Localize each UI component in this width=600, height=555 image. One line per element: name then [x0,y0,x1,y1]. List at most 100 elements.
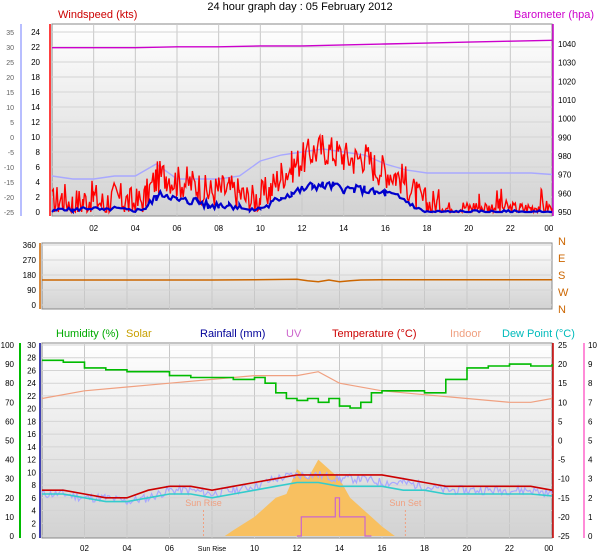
rainfall-tick-label: 30 [27,341,36,350]
x-tick-label: 14 [339,224,348,233]
rainfall-tick-label: 26 [27,366,36,375]
temperature-tick-label: -25 [558,532,570,541]
temperature-tick-label: -10 [4,165,14,172]
wind-tick-label: 8 [36,148,41,157]
sun-set-label: Sun Set [389,498,422,508]
humidity-tick-label: 20 [5,494,14,503]
humidity-tick-label: 60 [5,417,14,426]
uv-tick-label: 10 [588,341,597,350]
uv-tick-label: 0 [588,532,593,541]
rainfall-tick-label: 28 [27,354,36,363]
humidity-tick-label: 10 [5,513,14,522]
wind-axis-title: Windspeed (kts) [58,9,137,21]
compass-label: N [558,304,566,316]
barometer-tick-label: 1020 [558,77,576,86]
rainfall-tick-label: 8 [32,481,37,490]
temperature-trace-line [51,148,553,180]
temperature-tick-label: -15 [558,494,570,503]
dew-point-line [42,481,553,503]
rainfall-tick-label: 24 [27,379,36,388]
barometer-tick-label: 970 [558,171,572,180]
x-tick-label: 02 [89,224,98,233]
rainfall-tick-label: 4 [32,507,37,516]
barometer-tick-label: 1000 [558,115,576,124]
direction-tick-label: 270 [23,256,37,265]
x-tick-label: 18 [420,544,429,553]
temperature-tick-label: -5 [558,456,566,465]
barometer-line [52,39,553,49]
humidity-tick-label: 30 [5,475,14,484]
wind-tick-label: 22 [31,43,40,52]
temperature-tick-label: 25 [558,341,567,350]
humidity-tick-label: 70 [5,398,14,407]
x-tick-label: Sun Rise [198,546,227,553]
uv-tick-label: 1 [588,513,593,522]
barometer-tick-label: 990 [558,133,572,142]
uv-tick-label: 2 [588,494,593,503]
temperature-line [42,474,553,499]
compass-label: S [558,270,565,282]
wind-tick-label: 16 [31,88,40,97]
wind-tick-label: 18 [31,73,40,82]
x-tick-label: 22 [506,224,515,233]
rainfall-tick-label: 18 [27,417,36,426]
wind-tick-label: 4 [36,178,41,187]
wind-tick-label: 20 [31,58,40,67]
temperature-tick-label: 30 [6,45,14,52]
compass-label: W [558,287,569,299]
temperature-tick-label: 0 [10,135,14,142]
uv-tick-label: 7 [588,398,593,407]
rainfall-tick-label: 12 [27,456,36,465]
humidity-tick-label: 80 [5,379,14,388]
temperature-tick-label: -25 [4,210,14,217]
x-tick-label: 20 [463,544,472,553]
wind-tick-label: 2 [36,193,41,202]
x-tick-label: 10 [256,224,265,233]
wind-tick-label: 24 [31,28,40,37]
sun-rise-label: Sun Rise [185,498,222,508]
temperature-tick-label: 20 [558,360,567,369]
barometer-tick-label: 1040 [558,40,576,49]
indoor-line [41,371,553,403]
legend-indoor: Indoor [450,328,482,340]
temperature-tick-label: -20 [4,195,14,202]
rainfall-tick-label: 6 [32,494,37,503]
temperature-tick-label: -5 [8,150,14,157]
temperature-tick-label: 5 [558,417,563,426]
chart-title: 24 hour graph day : 05 February 2012 [207,1,392,13]
temperature-tick-label: -10 [558,475,570,484]
temperature-tick-label: 0 [558,437,563,446]
x-tick-label: 04 [123,544,132,553]
uv-tick-label: 9 [588,360,593,369]
rainfall-tick-label: 22 [27,392,36,401]
temperature-trace-line [41,471,553,506]
x-tick-label: 06 [165,544,174,553]
x-tick-label: 00 [544,544,553,553]
temperature-tick-label: 25 [6,60,14,67]
legend-temperature: Temperature (°C) [332,328,416,340]
barometer-tick-label: 960 [558,189,572,198]
wind-tick-label: 12 [31,118,40,127]
wind-tick-label: 6 [36,163,41,172]
legend-dew-point: Dew Point (°C) [502,328,575,340]
humidity-tick-label: 100 [1,341,15,350]
wind-panel: Windspeed (kts) Barometer (hpa) 02468101… [4,9,594,233]
legend-rainfall: Rainfall (mm) [200,328,265,340]
uv-tick-label: 4 [588,456,593,465]
uv-tick-label: 3 [588,475,593,484]
x-tick-label: 04 [131,224,140,233]
humidity-tick-label: 0 [10,532,15,541]
rainfall-tick-label: 0 [32,532,37,541]
temperature-tick-label: 15 [558,379,567,388]
direction-tick-label: 180 [23,271,37,280]
barometer-tick-label: 950 [558,208,572,217]
uv-tick-label: 5 [588,437,593,446]
uv-tick-label: 6 [588,417,593,426]
x-tick-label: 16 [378,544,387,553]
climate-panel: Humidity (%) Solar Rainfall (mm) UV Temp… [1,328,598,553]
barometer-tick-label: 1030 [558,59,576,68]
humidity-tick-label: 40 [5,456,14,465]
x-tick-label: 22 [505,544,514,553]
wind-tick-label: 10 [31,133,40,142]
